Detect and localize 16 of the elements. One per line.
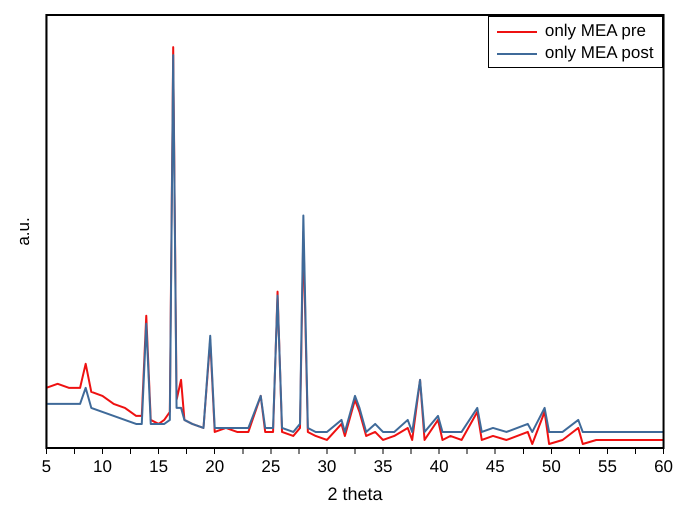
x-tick-label: 5 <box>42 456 52 476</box>
x-axis-title: 2 theta <box>327 484 384 504</box>
legend-label: only MEA post <box>544 42 654 64</box>
x-tick-label: 55 <box>598 456 617 476</box>
x-tick-label: 20 <box>205 456 224 476</box>
x-tick-label: 15 <box>149 456 168 476</box>
x-tick-label: 45 <box>486 456 505 476</box>
x-tick-label: 30 <box>317 456 336 476</box>
x-tick-label: 60 <box>654 456 674 476</box>
y-axis-title: a.u. <box>14 217 33 246</box>
legend-label: only MEA pre <box>544 20 647 42</box>
x-tick-label: 10 <box>93 456 112 476</box>
x-tick-label: 40 <box>430 456 449 476</box>
x-tick-label: 25 <box>261 456 280 476</box>
x-tick-label: 35 <box>374 456 392 476</box>
x-tick-label: 50 <box>542 456 561 476</box>
